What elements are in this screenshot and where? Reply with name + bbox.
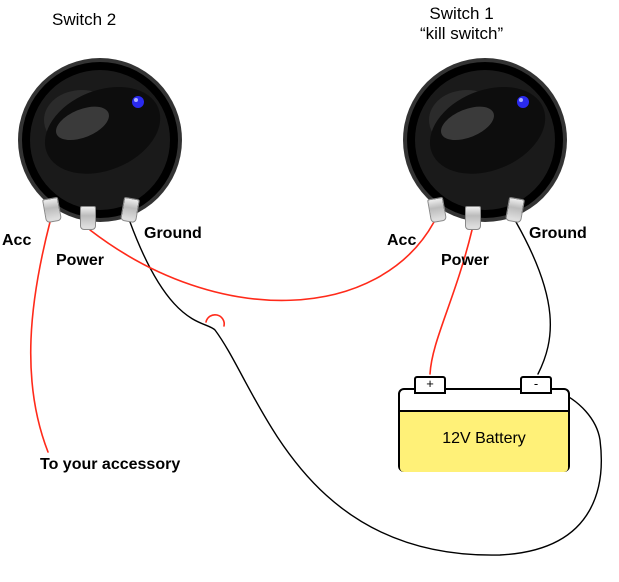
switch1-acc-label: Acc xyxy=(387,232,416,250)
battery-label: 12V Battery xyxy=(400,430,568,448)
switch1-power-label: Power xyxy=(441,252,489,270)
switch1-svg xyxy=(395,50,575,230)
switch1-ground-label: Ground xyxy=(529,225,587,243)
switch2-svg xyxy=(10,50,190,230)
switch1-terminal-power xyxy=(465,206,481,230)
switch2-title: Switch 2 xyxy=(52,10,116,30)
battery-post-plus: + xyxy=(414,376,446,394)
switch2 xyxy=(10,50,190,230)
switch2-acc-label: Acc xyxy=(2,232,31,250)
switch2-ground-label: Ground xyxy=(144,225,202,243)
switch2-power-label: Power xyxy=(56,252,104,270)
battery: 12V Battery xyxy=(398,388,570,472)
accessory-label: To your accessory xyxy=(40,456,180,474)
battery-post-minus: - xyxy=(520,376,552,394)
switch1-title: Switch 1 “kill switch” xyxy=(420,4,503,44)
switch1 xyxy=(395,50,575,230)
switch2-terminal-power xyxy=(80,206,96,230)
